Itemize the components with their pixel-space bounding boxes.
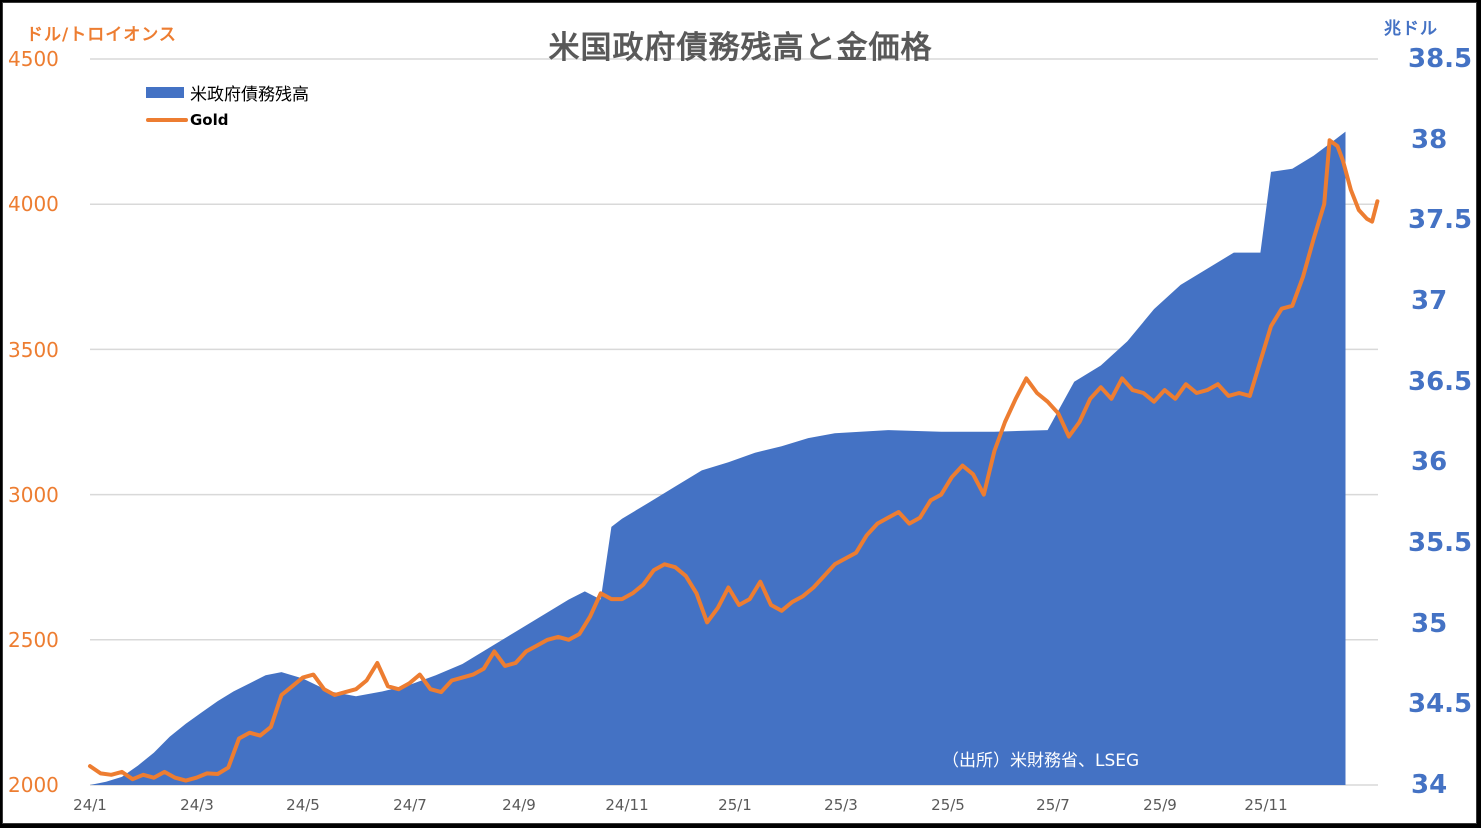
x-tick: 25/9 [1143,796,1177,814]
legend: 米政府債務残高 Gold [146,78,309,134]
x-tick: 24/9 [502,796,536,814]
x-tick: 25/7 [1036,796,1070,814]
x-tick: 24/5 [286,796,320,814]
x-tick: 24/7 [393,796,427,814]
legend-item-debt: 米政府債務残高 [146,78,309,106]
left-tick: 3500 [8,338,59,362]
right-tick: 35 [1411,609,1448,639]
x-tick: 25/11 [1244,796,1288,814]
legend-item-gold: Gold [146,106,309,134]
legend-label: 米政府債務残高 [190,84,309,105]
right-tick: 34.5 [1408,689,1473,719]
source-note: （出所）米財務省、LSEG [942,751,1140,771]
right-tick: 35.5 [1408,528,1473,558]
legend-label: Gold [190,111,229,129]
left-tick: 2500 [8,628,59,652]
right-tick: 36 [1411,447,1448,477]
gold-line [88,138,1380,783]
right-tick: 34 [1411,770,1448,800]
right-axis-unit-label: 兆ドル [1384,19,1438,39]
line-swatch-icon [146,118,188,122]
x-tick: 25/3 [824,796,858,814]
right-tick: 37.5 [1408,205,1473,235]
left-tick: 3000 [8,483,59,507]
x-tick: 24/3 [180,796,214,814]
left-tick: 2000 [8,773,59,797]
x-tick: 24/11 [605,796,649,814]
right-tick: 38 [1411,125,1448,155]
right-tick: 36.5 [1408,367,1473,397]
left-tick: 4000 [8,192,59,216]
left-axis-unit-label: ドル/トロイオンス [26,25,177,45]
x-tick: 25/5 [931,796,965,814]
chart-title: 米国政府債務残高と金価格 [548,30,933,66]
left-tick: 4500 [8,47,59,71]
area-swatch-icon [146,86,184,98]
x-tick: 25/1 [718,796,752,814]
right-tick: 38.5 [1408,44,1473,74]
debt-area [90,131,1346,786]
right-tick: 37 [1411,286,1448,316]
x-tick: 24/1 [73,796,107,814]
